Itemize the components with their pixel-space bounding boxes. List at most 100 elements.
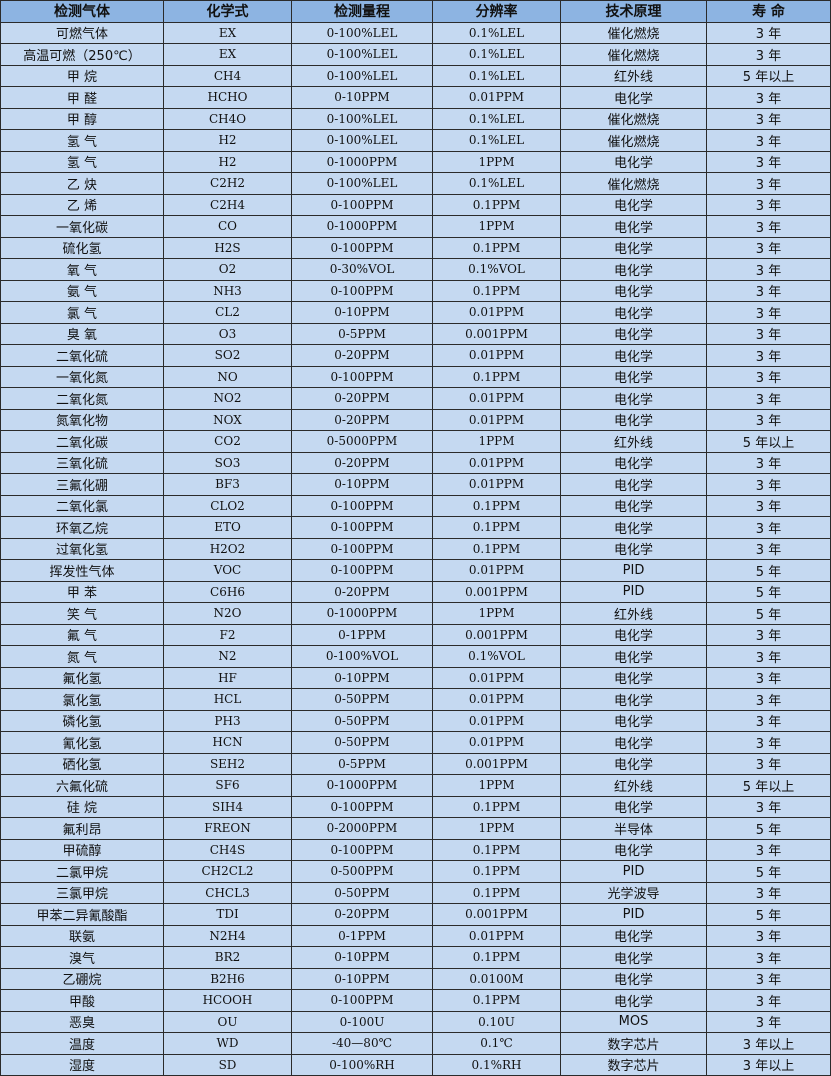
table-row: 硅 烷 SIH4 0-100PPM 0.1PPM 电化学 3 年	[0, 795, 831, 818]
principle-cell: PID	[560, 903, 707, 926]
lifespan-cell: 3 年以上	[706, 1032, 831, 1055]
principle-cell: PID	[560, 580, 707, 603]
lifespan-cell: 5 年	[706, 817, 831, 840]
principle-cell: 电化学	[560, 666, 707, 689]
principle-cell: 电化学	[560, 709, 707, 732]
formula-cell: N2	[163, 645, 292, 668]
gas-cell: 氮 气	[0, 645, 164, 668]
resolution-cell: 0.01PPM	[432, 559, 561, 582]
resolution-cell: 0.001PPM	[432, 903, 561, 926]
principle-cell: 电化学	[560, 365, 707, 388]
principle-cell: 电化学	[560, 752, 707, 775]
range-cell: 0-50PPM	[291, 731, 433, 754]
principle-cell: 电化学	[560, 344, 707, 367]
range-cell: 0-100%VOL	[291, 645, 433, 668]
range-cell: 0-10PPM	[291, 666, 433, 689]
lifespan-cell: 3 年	[706, 236, 831, 259]
lifespan-cell: 5 年	[706, 602, 831, 625]
gas-cell: 甲苯二异氰酸酯	[0, 903, 164, 926]
range-cell: 0-20PPM	[291, 580, 433, 603]
formula-cell: CH4O	[163, 107, 292, 130]
formula-cell: HCL	[163, 688, 292, 711]
formula-cell: CH4	[163, 64, 292, 87]
principle-cell: 电化学	[560, 537, 707, 560]
gas-cell: 溴气	[0, 946, 164, 969]
range-cell: 0-20PPM	[291, 451, 433, 474]
range-cell: 0-100%LEL	[291, 107, 433, 130]
range-cell: 0-10PPM	[291, 967, 433, 990]
range-cell: 0-100%LEL	[291, 21, 433, 44]
range-cell: 0-10PPM	[291, 946, 433, 969]
gas-cell: 二氯甲烷	[0, 860, 164, 883]
principle-cell: 电化学	[560, 451, 707, 474]
range-cell: 0-1PPM	[291, 924, 433, 947]
resolution-cell: 1PPM	[432, 774, 561, 797]
lifespan-cell: 3 年	[706, 989, 831, 1012]
formula-cell: B2H6	[163, 967, 292, 990]
principle-cell: 电化学	[560, 946, 707, 969]
formula-cell: SIH4	[163, 795, 292, 818]
resolution-cell: 0.1%LEL	[432, 172, 561, 195]
principle-cell: 电化学	[560, 215, 707, 238]
formula-cell: F2	[163, 623, 292, 646]
lifespan-cell: 3 年	[706, 752, 831, 775]
table-row: 甲 醛 HCHO 0-10PPM 0.01PPM 电化学 3 年	[0, 86, 831, 109]
range-cell: 0-20PPM	[291, 408, 433, 431]
lifespan-cell: 3 年以上	[706, 1053, 831, 1076]
formula-cell: EX	[163, 43, 292, 66]
gas-cell: 氯化氢	[0, 688, 164, 711]
table-row: 温度 WD -40—80℃ 0.1℃ 数字芯片 3 年以上	[0, 1032, 831, 1055]
lifespan-cell: 5 年	[706, 559, 831, 582]
range-cell: 0-100PPM	[291, 494, 433, 517]
formula-cell: HCHO	[163, 86, 292, 109]
gas-cell: 甲 醇	[0, 107, 164, 130]
lifespan-cell: 5 年以上	[706, 774, 831, 797]
lifespan-cell: 3 年	[706, 967, 831, 990]
resolution-cell: 0.01PPM	[432, 473, 561, 496]
gas-cell: 六氟化硫	[0, 774, 164, 797]
lifespan-cell: 3 年	[706, 924, 831, 947]
range-cell: 0-1000PPM	[291, 215, 433, 238]
gas-cell: 三氯甲烷	[0, 881, 164, 904]
range-cell: 0-50PPM	[291, 709, 433, 732]
principle-cell: 电化学	[560, 408, 707, 431]
header-lifespan: 寿 命	[706, 0, 831, 23]
lifespan-cell: 3 年	[706, 86, 831, 109]
lifespan-cell: 3 年	[706, 1010, 831, 1033]
principle-cell: 电化学	[560, 86, 707, 109]
range-cell: 0-100PPM	[291, 795, 433, 818]
gas-cell: 硅 烷	[0, 795, 164, 818]
resolution-cell: 0.1PPM	[432, 236, 561, 259]
lifespan-cell: 3 年	[706, 193, 831, 216]
lifespan-cell: 5 年	[706, 903, 831, 926]
resolution-cell: 0.1PPM	[432, 860, 561, 883]
gas-cell: 硒化氢	[0, 752, 164, 775]
formula-cell: BR2	[163, 946, 292, 969]
range-cell: 0-100PPM	[291, 279, 433, 302]
lifespan-cell: 3 年	[706, 838, 831, 861]
range-cell: 0-50PPM	[291, 881, 433, 904]
gas-cell: 乙硼烷	[0, 967, 164, 990]
principle-cell: 电化学	[560, 494, 707, 517]
gas-cell: 三氧化硫	[0, 451, 164, 474]
table-row: 氟化氢 HF 0-10PPM 0.01PPM 电化学 3 年	[0, 666, 831, 689]
formula-cell: SO2	[163, 344, 292, 367]
lifespan-cell: 3 年	[706, 150, 831, 173]
table-row: 溴气 BR2 0-10PPM 0.1PPM 电化学 3 年	[0, 946, 831, 969]
table-row: 恶臭 OU 0-100U 0.10U MOS 3 年	[0, 1010, 831, 1033]
table-row: 氟利昂 FREON 0-2000PPM 1PPM 半导体 5 年	[0, 817, 831, 840]
gas-cell: 氢 气	[0, 129, 164, 152]
table-row: 氮氧化物 NOX 0-20PPM 0.01PPM 电化学 3 年	[0, 408, 831, 431]
gas-cell: 温度	[0, 1032, 164, 1055]
principle-cell: 催化燃烧	[560, 43, 707, 66]
range-cell: 0-50PPM	[291, 688, 433, 711]
gas-cell: 恶臭	[0, 1010, 164, 1033]
gas-cell: 联氨	[0, 924, 164, 947]
resolution-cell: 1PPM	[432, 215, 561, 238]
lifespan-cell: 3 年	[706, 516, 831, 539]
resolution-cell: 0.1%LEL	[432, 43, 561, 66]
formula-cell: CH2CL2	[163, 860, 292, 883]
gas-cell: 氮氧化物	[0, 408, 164, 431]
table-row: 甲 醇 CH4O 0-100%LEL 0.1%LEL 催化燃烧 3 年	[0, 107, 831, 130]
gas-cell: 硫化氢	[0, 236, 164, 259]
